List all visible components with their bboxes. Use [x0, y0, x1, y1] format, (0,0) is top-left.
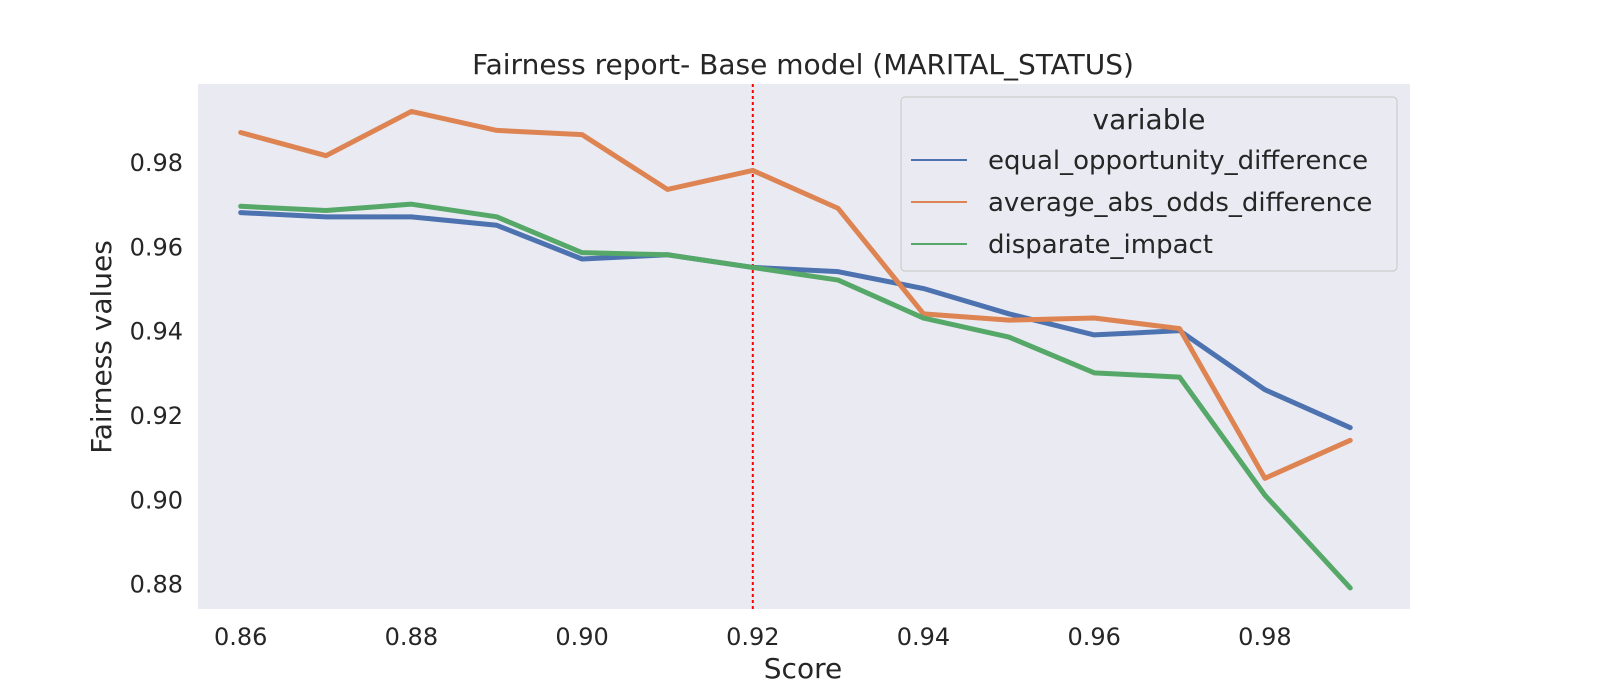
- legend-title: variable: [1093, 103, 1206, 136]
- x-tick-label: 0.98: [1238, 623, 1291, 651]
- legend: variable equal_opportunity_differenceave…: [900, 96, 1398, 272]
- x-tick-label: 0.92: [726, 623, 779, 651]
- y-tick-label: 0.90: [130, 486, 183, 514]
- y-tick-label: 0.88: [130, 571, 183, 599]
- y-tick-label: 0.96: [130, 233, 183, 261]
- x-axis-ticks: 0.86 0.88 0.90 0.92 0.94 0.96 0.98: [214, 623, 1292, 651]
- y-axis-ticks: 0.88 0.90 0.92 0.94 0.96 0.98: [130, 149, 183, 599]
- series-line-equal-opportunity-difference: [238, 210, 1353, 431]
- x-tick-label: 0.86: [214, 623, 267, 651]
- series-line-disparate-impact: [238, 201, 1353, 591]
- y-axis-label: Fairness values: [85, 240, 118, 454]
- x-tick-label: 0.90: [555, 623, 608, 651]
- series-line-average-abs-odds-difference: [238, 108, 1353, 481]
- chart-title: Fairness report- Base model (MARITAL_STA…: [472, 48, 1134, 81]
- series-lines: [238, 108, 1353, 591]
- x-tick-label: 0.94: [897, 623, 950, 651]
- x-tick-label: 0.96: [1067, 623, 1120, 651]
- legend-label: disparate_impact: [988, 230, 1213, 260]
- y-tick-label: 0.94: [130, 318, 183, 346]
- y-tick-label: 0.98: [130, 149, 183, 177]
- legend-box: [900, 96, 1398, 272]
- y-tick-label: 0.92: [130, 402, 183, 430]
- legend-items: equal_opportunity_difference average_abs_…: [911, 146, 1372, 260]
- x-axis-label: Score: [764, 652, 842, 685]
- legend-label: equal_opportunity_difference: [988, 146, 1368, 176]
- x-tick-label: 0.88: [385, 623, 438, 651]
- legend-label: average_abs_odds_difference: [988, 188, 1372, 218]
